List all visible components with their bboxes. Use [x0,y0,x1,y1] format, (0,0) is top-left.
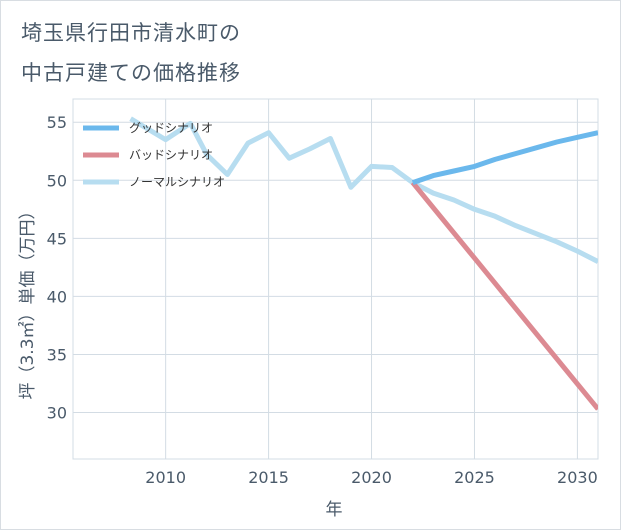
y-axis-label: 坪（3.3㎡）単価（万円） [18,202,38,399]
y-tick-label: 55 [47,113,67,132]
y-tick-label: 35 [47,345,67,364]
normal-scenario-line [129,116,598,264]
y-axis-ticks: 30 35 40 45 50 55 [47,113,67,422]
legend-item-good[interactable]: グッドシナリオ [83,121,213,135]
x-tick-label: 2020 [351,468,392,487]
x-tick-label: 2010 [145,468,186,487]
legend-label: ノーマルシナリオ [129,175,225,189]
y-tick-label: 50 [47,171,67,190]
legend-label: バッドシナリオ [129,148,213,162]
x-axis-ticks: 2010 2015 2020 2025 2030 [145,468,597,487]
chart-title-line-2: 中古戸建ての価格推移 [21,61,241,85]
y-tick-label: 45 [47,229,67,248]
good-scenario-line [411,130,598,185]
plot-area-border [72,98,599,460]
series-lines [129,116,598,411]
x-axis-label: 年 [326,500,343,520]
bad-scenario-line [410,181,598,411]
grid-lines [72,98,599,460]
x-tick-label: 2015 [248,468,289,487]
legend-item-bad[interactable]: バッドシナリオ [83,148,213,162]
chart-title-line-1: 埼玉県行田市清水町の [21,21,241,45]
y-tick-label: 40 [47,287,67,306]
x-tick-label: 2030 [557,468,598,487]
y-tick-label: 30 [47,404,67,423]
x-tick-label: 2025 [454,468,495,487]
legend-item-normal[interactable]: ノーマルシナリオ [83,175,225,189]
legend-label: グッドシナリオ [129,121,213,135]
